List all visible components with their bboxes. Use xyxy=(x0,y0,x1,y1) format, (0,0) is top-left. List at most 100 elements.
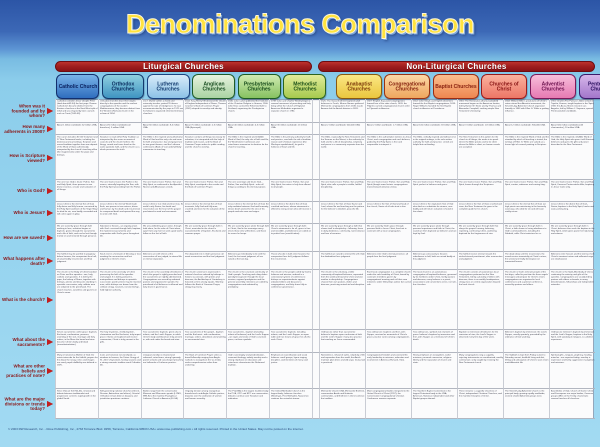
table-row: Who is God? The one true God is triune: F… xyxy=(0,180,595,202)
cell-text: 1534: King Henry VIII declared the Churc… xyxy=(185,99,227,110)
table-cell: 1844: William Miller's predictions of Ch… xyxy=(502,99,549,123)
cell-text: We are saved by grace through faith; Chr… xyxy=(271,224,311,235)
column-header-label: Congregational Churches xyxy=(388,81,426,92)
table-cell: Believers go immediately to be with the … xyxy=(226,252,269,270)
table-cell: Jesus Christ is the eternal Son of God i… xyxy=(183,202,227,224)
table-cell: About 60 million worldwide; 8.4 million … xyxy=(140,123,184,135)
cell-text: Jesus Christ is the eternal Son of God, … xyxy=(57,202,98,216)
cell-text: The one God is triune: Father, Son and H… xyxy=(504,180,548,186)
column-header-label: Presbyterian Churches xyxy=(244,81,275,92)
cell-text: The one God is triune: Father, Son and H… xyxy=(550,180,594,189)
cell-text: Two sacraments: baptism, given also to i… xyxy=(142,330,182,341)
cell-text: The Book of Common Prayer unites a broad… xyxy=(185,353,222,367)
table-cell: The New Testament is the pattern for the… xyxy=(456,135,503,180)
table-row: What about the sacraments? Seven sacramen… xyxy=(0,330,595,353)
cell-text: Those who die in faith enter heaven; the… xyxy=(271,252,310,261)
cell-text: About 40 million worldwide; 4.3 million … xyxy=(228,123,265,129)
row-label: What are other beliefs and practices of … xyxy=(6,363,45,378)
cell-text: The church is the voluntary, visible com… xyxy=(320,270,365,286)
cell-text: Jesus Christ is the divine Son of God - … xyxy=(550,202,594,211)
cell-text: The church is the Spirit-filled body of … xyxy=(550,270,594,286)
cell-text: About 2 million worldwide; 1.7 million U… xyxy=(366,123,408,126)
cell-text: 1536: John Calvin published the Institut… xyxy=(228,99,269,113)
cell-text: About 1 billion worldwide; 62 million US… xyxy=(57,123,97,126)
table-cell: Jesus Christ is true God and true man, t… xyxy=(140,202,184,224)
cell-text: Jesus Christ is the Son of God, crucifie… xyxy=(458,202,502,211)
table-cell: The church consists of autonomous local … xyxy=(456,270,503,330)
table-cell: The one God is triune: Father, Son and H… xyxy=(410,180,457,202)
table-cell: The one God is triune: Father, Son and H… xyxy=(268,180,312,202)
row-arrow-icon xyxy=(47,401,53,407)
table-cell: Those who die in faith enter heaven; the… xyxy=(268,252,312,270)
table-cell: The faithful may be purified in purgator… xyxy=(55,252,98,270)
cell-text: About 75 million worldwide; 2.3 million … xyxy=(185,123,223,129)
cell-text: Jesus Christ is the eternal Word made fl… xyxy=(99,202,140,216)
cell-text: Two ordinances, symbols not channels of … xyxy=(412,330,455,341)
column-header-label: Methodist Churches xyxy=(292,81,317,92)
cell-text: The one God is triune: Father, Son and H… xyxy=(412,180,456,186)
header-label-spacer xyxy=(0,74,55,99)
column-header-label: Anabaptist Churches xyxy=(345,81,372,92)
table-cell: The church is the covenant community of … xyxy=(226,270,269,330)
table-cell: Strong emphasis on evangelism, world mis… xyxy=(410,353,457,389)
row-label-cell: When was it founded and by whom? xyxy=(0,99,55,123)
row-arrow-icon xyxy=(47,258,53,264)
cell-text: The one God is triune: Father, Son and H… xyxy=(458,180,502,186)
cell-text: About 225 million worldwide (all branche… xyxy=(99,123,131,129)
cell-text: We are saved by grace through a faith th… xyxy=(320,224,365,235)
table-cell: The Bible is the inspired Word of God an… xyxy=(502,135,549,180)
table-cell: Orthodox churches trace their origins di… xyxy=(97,99,141,123)
row-arrow-icon xyxy=(47,108,53,114)
row-label-cell: What about the sacraments? xyxy=(0,330,55,353)
table-cell: The church is the voluntary, visible com… xyxy=(318,270,365,330)
column-header-label: Catholic Church xyxy=(58,83,97,89)
cell-text: About 3 million worldwide; 1.8 million U… xyxy=(458,123,500,126)
cell-text: Three streams: a cappella Churches of Ch… xyxy=(458,389,502,398)
table-cell: The Southern Baptist Convention is the l… xyxy=(410,389,457,419)
table-row: What are the major divisions or trends t… xyxy=(0,389,595,419)
cell-text: The church is the people called by God t… xyxy=(271,270,312,289)
table-cell: 1607: English Separatist congregations f… xyxy=(364,99,411,123)
cell-text: We are saved by grace alone through fait… xyxy=(228,224,269,235)
table-cell: We are saved by grace through faith work… xyxy=(55,224,98,252)
row-label: What are the major divisions or trends t… xyxy=(4,396,45,411)
row-label: How many adherents in 2000? xyxy=(4,123,45,134)
row-label-cell: Who is God? xyxy=(0,180,55,202)
table-cell: The faithful receive eternal reward; the… xyxy=(456,252,503,270)
cell-text: 1612: John Smyth and English dissenters … xyxy=(412,99,456,110)
cell-text: Many congregations sing a cappella, reje… xyxy=(458,353,503,364)
row-label: How is Scripture viewed? xyxy=(9,152,45,162)
table-cell: We are saved by grace through faith in C… xyxy=(502,224,549,252)
group-gutter xyxy=(311,270,319,330)
table-cell: Believer's baptism by immersion; the Lor… xyxy=(502,330,549,353)
row-arrow-icon xyxy=(47,338,53,345)
cell-text: Each local congregation is a complete ch… xyxy=(366,270,411,286)
table-cell: 1536: John Calvin published the Institut… xyxy=(226,99,269,123)
row-arrow-icon xyxy=(47,368,53,374)
table-cell: Congregational freedom and covenant life… xyxy=(364,353,411,389)
table-cell: The Bible is the primary authority for f… xyxy=(268,135,312,180)
table-cell: Jesus Christ is the virgin-born Son of G… xyxy=(410,202,457,224)
cell-text: Believers enter heaven and the lost face… xyxy=(550,252,595,261)
table-cell: Two sacraments of the gospel - baptism a… xyxy=(183,330,227,353)
table-cell: We are saved by grace alone through pers… xyxy=(410,224,457,252)
cell-text: Nonviolence, refusal of oaths, simplicit… xyxy=(320,353,365,364)
table-cell: Mary is honored as Mother of God; the sa… xyxy=(55,353,98,389)
cell-text: The Bible is the primary authority for f… xyxy=(271,135,312,149)
cell-text: The Seventh-day Adventist Church is the … xyxy=(504,389,545,398)
cell-text: Seven sacraments confer grace: baptism, … xyxy=(57,330,98,346)
cell-text: The church is the assembly of believers … xyxy=(142,270,184,289)
table-cell: The one sovereign and triune God - Fathe… xyxy=(226,180,269,202)
table-row: How is Scripture viewed? The canon includ… xyxy=(0,135,595,180)
table-cell: We are saved by grace through faith; Chr… xyxy=(268,224,312,252)
cell-text: Mary is honored as Mother of God; the sa… xyxy=(57,353,98,367)
column-header-lutheran-churches: Lutheran Churches xyxy=(147,74,190,99)
cell-text: The one God is triune: Father, Son and H… xyxy=(142,180,183,189)
table-cell: 1738: John and Charles Wesley began a re… xyxy=(268,99,312,123)
group-gutter xyxy=(311,135,319,180)
table-cell: The one true God is triune: Father, Son … xyxy=(55,180,98,202)
cell-text: The faithful receive eternal reward; the… xyxy=(458,252,503,261)
table-cell: The United Methodist Church is the large… xyxy=(268,389,312,419)
table-cell: Icons are honored, not worshiped, as win… xyxy=(97,353,141,389)
